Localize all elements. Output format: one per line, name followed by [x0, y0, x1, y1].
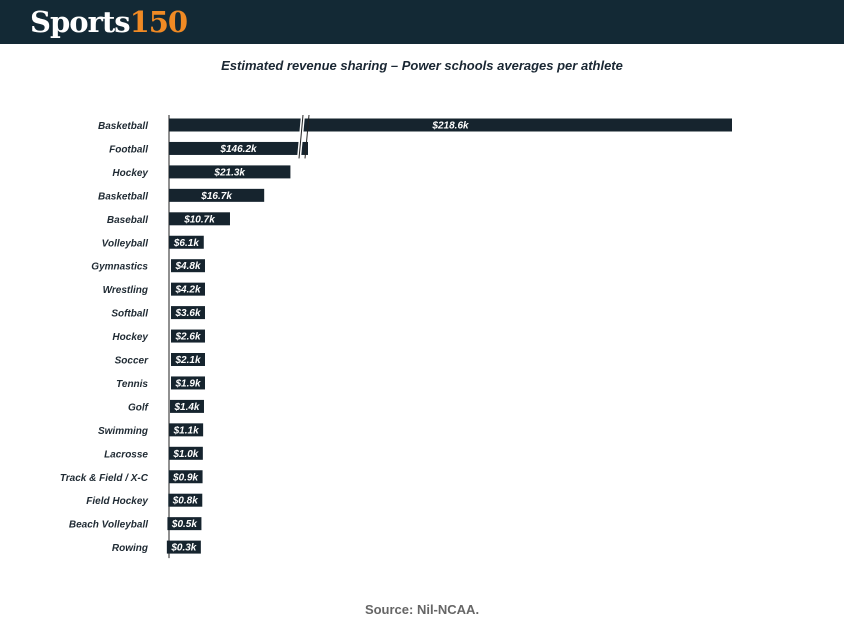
category-label: Hockey [112, 168, 148, 179]
bar [169, 188, 265, 202]
bar [171, 306, 205, 320]
value-label: $0.3k [170, 543, 196, 554]
chart-title: Estimated revenue sharing – Power school… [221, 58, 623, 73]
category-label: Football [109, 144, 148, 155]
value-label: $146.2k [219, 144, 257, 155]
value-label: $6.1k [173, 238, 199, 249]
bar [169, 399, 204, 413]
category-label: Hockey [112, 332, 148, 343]
bar [169, 118, 732, 132]
bar [169, 423, 204, 437]
value-label: $2.1k [174, 355, 200, 366]
bar [168, 446, 203, 460]
bar [171, 282, 205, 296]
category-label: Soccer [115, 356, 149, 367]
bar [169, 212, 230, 226]
value-label: $1.9k [174, 378, 200, 389]
bar [167, 517, 202, 531]
category-label: Gymnastics [91, 262, 148, 273]
category-label: Track & Field / X-C [60, 473, 149, 484]
axis-break-mark [298, 114, 304, 159]
bar [169, 165, 291, 179]
bar [171, 353, 205, 366]
category-label: Swimming [98, 426, 148, 437]
category-label: Volleyball [102, 238, 149, 249]
axis-break-mark [304, 114, 310, 159]
category-label: Lacrosse [104, 449, 148, 460]
value-label: $21.3k [213, 167, 245, 178]
value-label: $2.6k [174, 332, 200, 343]
value-label: $3.6k [174, 308, 200, 319]
category-label: Basketball [98, 191, 148, 202]
sports150-logo[interactable]: Sports 150 [30, 2, 189, 42]
category-label: Baseball [107, 215, 148, 226]
bar [171, 376, 205, 390]
value-label: $0.5k [171, 519, 197, 530]
bar [171, 259, 205, 273]
value-label: $16.7k [200, 191, 232, 202]
logo-number: 150 [129, 5, 189, 39]
category-label: Field Hockey [86, 496, 148, 507]
value-label: $4.2k [174, 285, 200, 296]
value-label: $1.0k [172, 449, 198, 460]
value-label: $0.9k [172, 472, 198, 483]
bar [169, 235, 204, 249]
bar [166, 540, 201, 554]
bar [171, 329, 205, 343]
value-label: $0.8k [172, 496, 198, 507]
value-label: $1.1k [173, 425, 199, 436]
bar [169, 141, 308, 155]
source-note: Source: Nil-NCAA. [364, 602, 480, 617]
value-label: $4.8k [174, 261, 200, 272]
category-label: Wrestling [103, 285, 148, 296]
category-label: Basketball [98, 121, 148, 132]
value-label: $218.6k [431, 121, 469, 132]
header-bar: Sports 150 [0, 0, 844, 44]
logo-word: Sports [30, 5, 131, 39]
value-label: $10.7k [183, 214, 215, 225]
bar [168, 493, 203, 507]
category-label: Golf [128, 402, 150, 413]
category-label: Rowing [112, 543, 148, 554]
category-label: Beach Volleyball [69, 520, 148, 531]
bar [168, 470, 203, 484]
category-label: Tennis [116, 379, 148, 390]
value-label: $1.4k [173, 402, 199, 413]
category-label: Softball [111, 309, 148, 320]
